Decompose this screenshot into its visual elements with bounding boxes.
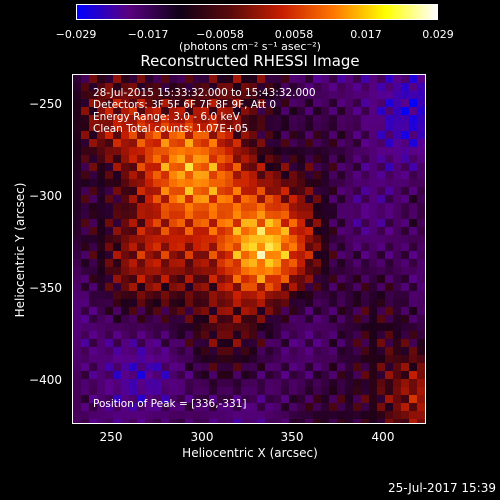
x-tick-label: 350 [280, 430, 304, 444]
y-tick-label: −350 [29, 281, 62, 295]
colorbar-units: (photons cm⁻² s⁻¹ asec⁻²) [179, 40, 321, 53]
info-detectors: Detectors: 3F 5F 6F 7F 8F 9F, Att 0 [93, 99, 277, 111]
y-tick-label: −400 [29, 373, 62, 387]
x-tick-label: 400 [371, 430, 395, 444]
colorbar-tick: −0.029 [55, 28, 97, 41]
info-peak-position: Position of Peak = [336,-331] [93, 398, 247, 410]
intensity-map [73, 75, 425, 423]
colorbar-tick: −0.017 [127, 28, 169, 41]
rhessi-image: 28-Jul-2015 15:33:32.000 to 15:43:32.000… [72, 74, 426, 424]
y-tick-label: −300 [29, 189, 62, 203]
colorbar-tick: 0.017 [350, 28, 382, 41]
colorbar [76, 4, 438, 20]
image-title: Reconstructed RHESSI Image [140, 52, 360, 70]
info-clean-counts: Clean Total counts: 1.07E+05 [93, 123, 249, 135]
colorbar-tick: 0.029 [422, 28, 454, 41]
info-energy-range: Energy Range: 3.0 - 6.0 keV [93, 111, 240, 123]
y-tick-label: −250 [29, 97, 62, 111]
colorbar-tick: 0.0058 [274, 28, 314, 41]
y-axis-label: Heliocentric Y (arcsec) [13, 182, 27, 318]
timestamp: 25-Jul-2017 15:39 [387, 481, 496, 495]
x-tick-label: 250 [99, 430, 123, 444]
x-tick-label: 300 [190, 430, 214, 444]
colorbar-tick: −0.0058 [196, 28, 244, 41]
info-time-range: 28-Jul-2015 15:33:32.000 to 15:43:32.000 [93, 87, 316, 99]
x-axis-label: Heliocentric X (arcsec) [182, 446, 318, 460]
